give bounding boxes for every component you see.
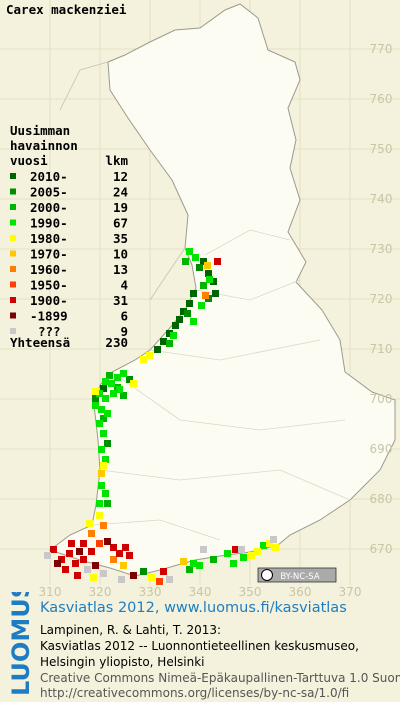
- northing-label: 760: [370, 92, 393, 106]
- logo-area: LUOMUS: [7, 592, 35, 696]
- legend-count: 12: [113, 169, 128, 184]
- legend-label: ???: [38, 324, 61, 339]
- legend-count: 35: [113, 231, 128, 246]
- citation: Helsingin yliopisto, Helsinki: [40, 655, 205, 669]
- squares-2010: [100, 258, 219, 392]
- northing-label: 680: [370, 492, 393, 506]
- easting-label: 350: [239, 585, 262, 599]
- easting-label: 310: [39, 585, 62, 599]
- land: [48, 3, 396, 577]
- badge-box: [257, 567, 337, 583]
- northing-label: 670: [370, 542, 393, 556]
- legend-swatch: [10, 266, 16, 272]
- legend-count: 10: [113, 247, 128, 262]
- legend-swatch: [10, 235, 16, 241]
- easting-label: 320: [89, 585, 112, 599]
- atlas-link[interactable]: Kasviatlas 2012, www.luomus.fi/kasviatla…: [40, 600, 347, 616]
- squares-1950: [96, 540, 163, 585]
- legend-label: 1950-: [30, 278, 68, 293]
- cc-icon: [261, 569, 273, 581]
- badge-text: BY-NC-SA: [280, 572, 320, 582]
- legend-label: 1960-: [30, 262, 68, 277]
- northing-label: 720: [370, 292, 393, 306]
- squares-1900: [50, 258, 239, 579]
- sweden-border: [59, 61, 186, 301]
- legend-heading: Uusimman: [10, 123, 70, 138]
- legend-swatch: [10, 173, 16, 179]
- legend: 2010- 12 2005- 24 2000- 19 1990- 67 1980- 35 1970-…: [10, 169, 128, 339]
- legend-count: 67: [113, 216, 128, 231]
- legend-count-heading: lkm: [105, 153, 128, 168]
- legend-label: 1990-: [30, 216, 68, 231]
- legend-swatch: [10, 188, 16, 195]
- legend-label: 2005-: [30, 185, 68, 200]
- legend-swatch: [10, 281, 16, 288]
- species-title: Carex mackenziei: [6, 2, 127, 17]
- northing-label: 700: [370, 392, 393, 406]
- squares-unknown: [44, 536, 277, 583]
- license-url[interactable]: http://creativecommons.org/licenses/by-n…: [40, 686, 350, 700]
- citation: Lampinen, R. & Lahti, T. 2013:: [40, 623, 222, 637]
- legend-swatch: [10, 328, 16, 334]
- easting-label: 360: [289, 585, 312, 599]
- legend-label: 1970-: [30, 247, 68, 262]
- easting-label: 340: [189, 585, 212, 599]
- license-text: Creative Commons Nimeä-Epäkaupallinen-Ta…: [40, 671, 400, 685]
- legend-label: 2000-: [30, 200, 68, 215]
- legend-total: 230: [105, 335, 128, 350]
- legend-heading: havainnon: [10, 138, 78, 153]
- grid-labels: 770 760 750 740 730 720 710 700 690 680 670 310 320 3…: [39, 42, 393, 599]
- legend-swatch: [10, 297, 16, 303]
- northing-label: 770: [370, 42, 393, 56]
- legend-label: 1900-: [30, 293, 68, 308]
- legend-label: 1980-: [30, 231, 68, 246]
- legend-swatch: [10, 219, 16, 226]
- license-badge: BY-NC-SA: [257, 567, 337, 583]
- northing-label: 690: [370, 442, 393, 456]
- observation-squares: [44, 248, 279, 585]
- legend-label: 2010-: [30, 169, 68, 184]
- logo: LUOMUS: [7, 592, 35, 696]
- legend-swatch: [10, 312, 16, 319]
- legend-swatch: [10, 204, 16, 210]
- legend-heading: vuosi: [10, 153, 48, 168]
- citation: Kasviatlas 2012 -- Luonnontieteellinen k…: [40, 639, 359, 653]
- legend-count: 4: [120, 278, 128, 293]
- province-borders: [91, 229, 351, 541]
- map: Carex mackenziei Uusimman havainnon vuos…: [0, 0, 400, 599]
- legend-total-label: Yhteensä: [10, 335, 70, 350]
- legend-count: 24: [113, 185, 128, 200]
- legend-count: 6: [120, 309, 128, 324]
- northing-label: 730: [370, 242, 393, 256]
- legend-count: 9: [120, 324, 128, 339]
- easting-label: 370: [339, 585, 362, 599]
- legend-swatch: [10, 250, 16, 257]
- northing-label: 740: [370, 192, 393, 206]
- legend-count: 19: [113, 200, 128, 215]
- legend-count: 13: [113, 262, 128, 277]
- legend-label: -1899: [30, 309, 68, 324]
- easting-label: 330: [139, 585, 162, 599]
- northing-label: 750: [370, 142, 393, 156]
- northing-label: 710: [370, 342, 393, 356]
- legend-count: 31: [113, 293, 128, 308]
